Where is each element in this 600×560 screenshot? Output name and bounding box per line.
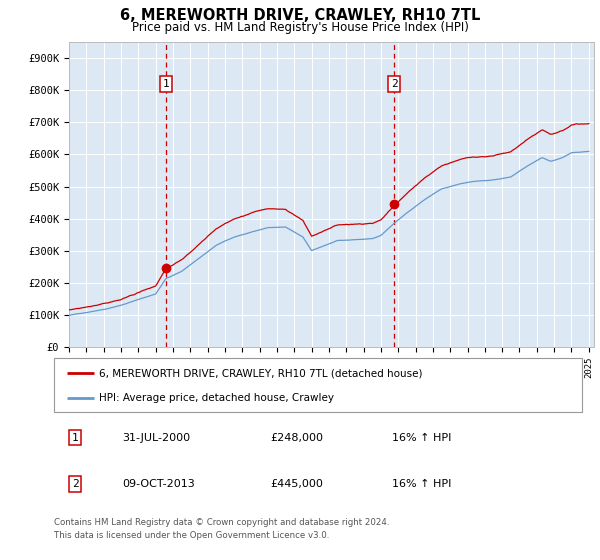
Text: HPI: Average price, detached house, Crawley: HPI: Average price, detached house, Craw… <box>99 393 334 403</box>
Text: £248,000: £248,000 <box>271 432 323 442</box>
Text: 09-OCT-2013: 09-OCT-2013 <box>122 479 196 489</box>
Text: £445,000: £445,000 <box>271 479 323 489</box>
Text: 2: 2 <box>391 79 398 89</box>
Text: 16% ↑ HPI: 16% ↑ HPI <box>392 432 451 442</box>
Text: Price paid vs. HM Land Registry's House Price Index (HPI): Price paid vs. HM Land Registry's House … <box>131 21 469 34</box>
Text: This data is licensed under the Open Government Licence v3.0.: This data is licensed under the Open Gov… <box>54 531 329 540</box>
Text: 1: 1 <box>163 79 169 89</box>
Text: Contains HM Land Registry data © Crown copyright and database right 2024.: Contains HM Land Registry data © Crown c… <box>54 518 389 527</box>
Text: 16% ↑ HPI: 16% ↑ HPI <box>392 479 451 489</box>
Text: 31-JUL-2000: 31-JUL-2000 <box>122 432 191 442</box>
Text: 6, MEREWORTH DRIVE, CRAWLEY, RH10 7TL (detached house): 6, MEREWORTH DRIVE, CRAWLEY, RH10 7TL (d… <box>99 368 422 379</box>
Text: 2: 2 <box>72 479 79 489</box>
Text: 6, MEREWORTH DRIVE, CRAWLEY, RH10 7TL: 6, MEREWORTH DRIVE, CRAWLEY, RH10 7TL <box>120 8 480 24</box>
Text: 1: 1 <box>72 432 79 442</box>
